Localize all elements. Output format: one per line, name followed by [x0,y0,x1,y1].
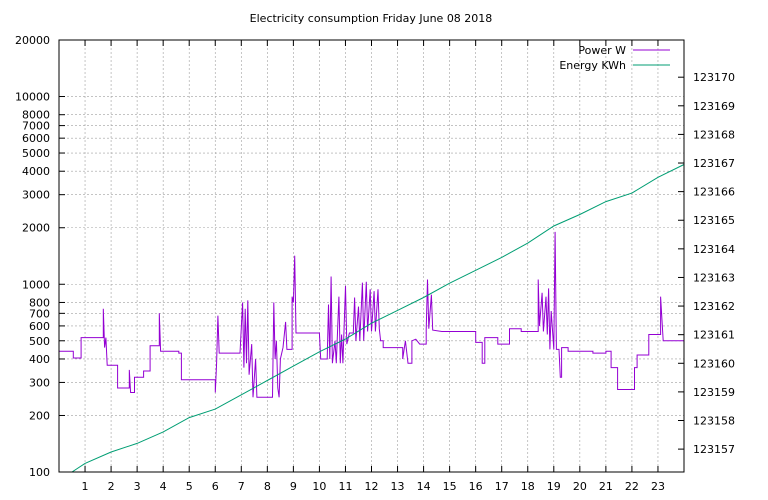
x-tick-label: 23 [651,480,665,493]
x-tick-label: 4 [160,480,167,493]
y-right-tick-label: 123160 [693,357,735,370]
y-right-tick-label: 123158 [693,415,735,428]
x-tick-label: 20 [573,480,587,493]
y-right-tick-label: 123159 [693,386,735,399]
y-right-tick-label: 123164 [693,243,735,256]
y-left-tick-label: 4000 [22,165,50,178]
axis-ticks [59,39,684,473]
grid-lines [59,40,684,472]
legend-label-energy: Energy KWh [559,59,626,72]
x-tick-label: 16 [469,480,483,493]
x-tick-label: 13 [391,480,405,493]
y-left-tick-label: 200 [29,409,50,422]
y-right-tick-label: 123170 [693,71,735,84]
x-tick-label: 8 [264,480,271,493]
y-left-tick-label: 6000 [22,132,50,145]
y-left-tick-label: 400 [29,353,50,366]
y-left-tick-label: 8000 [22,109,50,122]
y-left-tick-label: 5000 [22,147,50,160]
y-right-tick-label: 123161 [693,329,735,342]
x-tick-label: 10 [312,480,326,493]
x-tick-label: 3 [134,480,141,493]
legend: Power W Energy KWh [559,44,670,72]
x-tick-label: 14 [417,480,431,493]
legend-label-power: Power W [578,44,626,57]
y-left-tick-label: 2000 [22,222,50,235]
x-tick-label: 12 [365,480,379,493]
y-left-tick-label: 300 [29,376,50,389]
x-tick-label: 15 [443,480,457,493]
y-left-tick-label: 20000 [15,34,50,47]
x-tick-label: 6 [212,480,219,493]
y-left-tick-label: 1000 [22,278,50,291]
x-tick-label: 17 [495,480,509,493]
x-tick-label: 18 [521,480,535,493]
x-tick-label: 21 [599,480,613,493]
x-tick-label: 5 [186,480,193,493]
x-tick-label: 11 [338,480,352,493]
y-right-tick-label: 123157 [693,443,735,456]
y-right-tick-label: 123163 [693,271,735,284]
x-tick-label: 2 [108,480,115,493]
y-left-tick-label: 700 [29,307,50,320]
y-left-tick-label: 100 [29,466,50,479]
series-line-energy [71,164,685,473]
x-tick-label: 1 [82,480,89,493]
y-right-tick-label: 123166 [693,186,735,199]
series-line-power [59,231,684,398]
y-right-tick-label: 123169 [693,100,735,113]
series-layer [59,164,685,473]
x-tick-label: 22 [625,480,639,493]
y-left-tick-label: 10000 [15,91,50,104]
y-left-tick-label: 3000 [22,189,50,202]
x-tick-label: 19 [547,480,561,493]
y-right-tick-label: 123168 [693,128,735,141]
chart-title: Electricity consumption Friday June 08 2… [250,12,493,25]
y-left-tick-label: 500 [29,335,50,348]
y-right-tick-label: 123165 [693,214,735,227]
y-left-tick-label: 600 [29,320,50,333]
y-left-tick-label: 7000 [22,120,50,133]
x-tick-label: 9 [290,480,297,493]
y-left-tick-label: 800 [29,296,50,309]
x-tick-label: 7 [238,480,245,493]
tick-labels: 1 2 3 4 5 6 7 8 9 10 11 12 13 14 15 16 17 18 19 20 21 22 23100… [15,34,735,493]
y-right-tick-label: 123167 [693,157,735,170]
y-right-tick-label: 123162 [693,300,735,313]
